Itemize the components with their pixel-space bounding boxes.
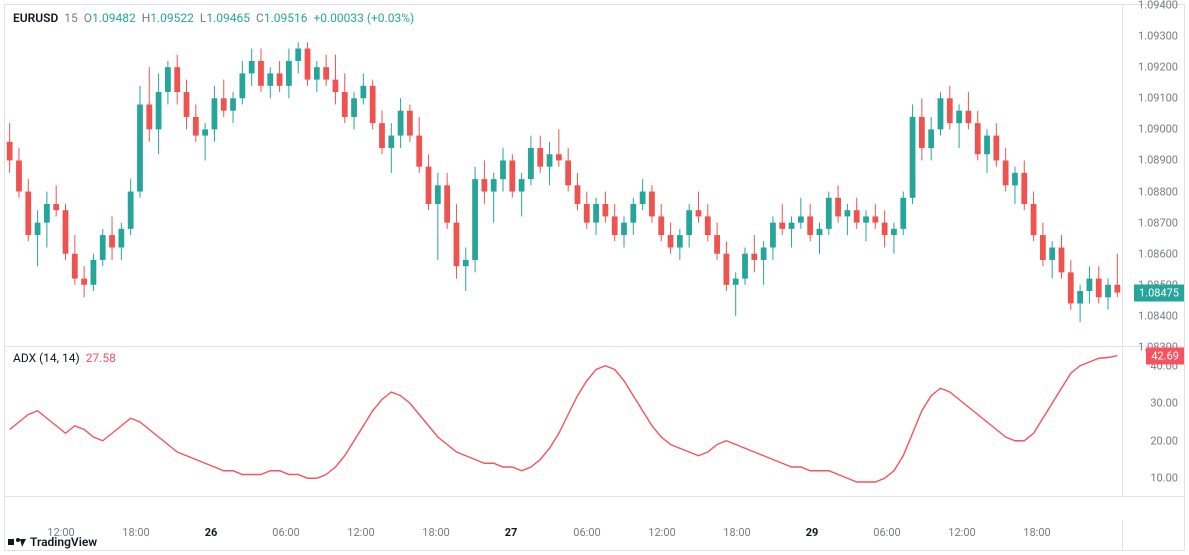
time-axis-tick: 18:00: [1023, 526, 1050, 539]
time-axis-tick: 29: [806, 526, 819, 539]
time-axis-tick: 12:00: [948, 526, 975, 539]
c-value: 1.09516: [264, 11, 308, 25]
price-y-tick: 1.09100: [1138, 92, 1178, 105]
adx-pane[interactable]: ADX (14, 14) 27.58 40.0030.0020.0010.004…: [5, 347, 1184, 497]
symbol-name[interactable]: EURUSD: [13, 11, 58, 25]
time-axis-tick: 18:00: [723, 526, 750, 539]
o-value: 1.09482: [92, 11, 136, 25]
time-axis-tick: 06:00: [573, 526, 600, 539]
price-y-tick: 1.09200: [1138, 61, 1178, 74]
price-y-tick: 1.08600: [1138, 247, 1178, 260]
o-label: O: [84, 11, 92, 25]
current-price-tag: 1.08475: [1134, 284, 1184, 301]
adx-name[interactable]: ADX (14, 14): [13, 351, 80, 365]
time-axis-tick: 06:00: [272, 526, 299, 539]
adx-y-tick: 20.00: [1150, 434, 1178, 447]
price-pane[interactable]: EURUSD 15 O1.09482 H1.09522 L1.09465 C1.…: [5, 5, 1184, 347]
adx-y-tick: 30.00: [1150, 397, 1178, 410]
time-axis-tick: 18:00: [422, 526, 449, 539]
adx-y-axis[interactable]: 40.0030.0020.0010.0042.69: [1122, 347, 1184, 496]
price-y-axis[interactable]: 1.094001.093001.092001.091001.090001.089…: [1122, 5, 1184, 346]
price-chart-area[interactable]: [5, 5, 1122, 346]
adx-current-tag: 42.69: [1146, 347, 1184, 364]
l-value: 1.09465: [206, 11, 250, 25]
tradingview-logo-icon: [8, 536, 26, 548]
price-y-tick: 1.08400: [1138, 309, 1178, 322]
adx-y-tick: 10.00: [1150, 472, 1178, 485]
price-y-tick: 1.09000: [1138, 123, 1178, 136]
time-axis-corner: [1122, 520, 1184, 550]
price-y-tick: 1.09300: [1138, 30, 1178, 43]
c-label: C: [256, 11, 264, 25]
adx-legend-value: 27.58: [86, 351, 116, 365]
attribution[interactable]: TradingView: [8, 535, 97, 549]
h-label: H: [142, 11, 151, 25]
time-axis[interactable]: 12:00 18:00 26 06:00 12:00 18:00 27 06:00 12:00 1…: [5, 520, 1184, 550]
attribution-text: TradingView: [30, 535, 97, 549]
price-y-tick: 1.08800: [1138, 185, 1178, 198]
h-value: 1.09522: [150, 11, 194, 25]
price-y-tick: 1.08700: [1138, 216, 1178, 229]
chart-container: EURUSD 15 O1.09482 H1.09522 L1.09465 C1.…: [4, 4, 1185, 551]
adx-chart-area[interactable]: [5, 347, 1122, 496]
price-y-tick: 1.09400: [1138, 0, 1178, 12]
price-legend: EURUSD 15 O1.09482 H1.09522 L1.09465 C1.…: [13, 11, 414, 25]
time-axis-tick: 12:00: [347, 526, 374, 539]
time-axis-tick: 12:00: [648, 526, 675, 539]
adx-line-chart: [5, 347, 1122, 497]
adx-legend: ADX (14, 14) 27.58: [13, 351, 116, 365]
time-axis-tick: 26: [205, 526, 218, 539]
time-axis-tick: 27: [505, 526, 518, 539]
time-axis-tick: 06:00: [873, 526, 900, 539]
price-y-tick: 1.08900: [1138, 154, 1178, 167]
change-value: +0.00033 (+0.03%): [313, 11, 414, 25]
candlestick-chart: [5, 5, 1122, 347]
interval-label[interactable]: 15: [64, 11, 78, 25]
time-axis-labels: 12:00 18:00 26 06:00 12:00 18:00 27 06:00 12:00 1…: [5, 520, 1122, 550]
time-axis-tick: 18:00: [122, 526, 149, 539]
